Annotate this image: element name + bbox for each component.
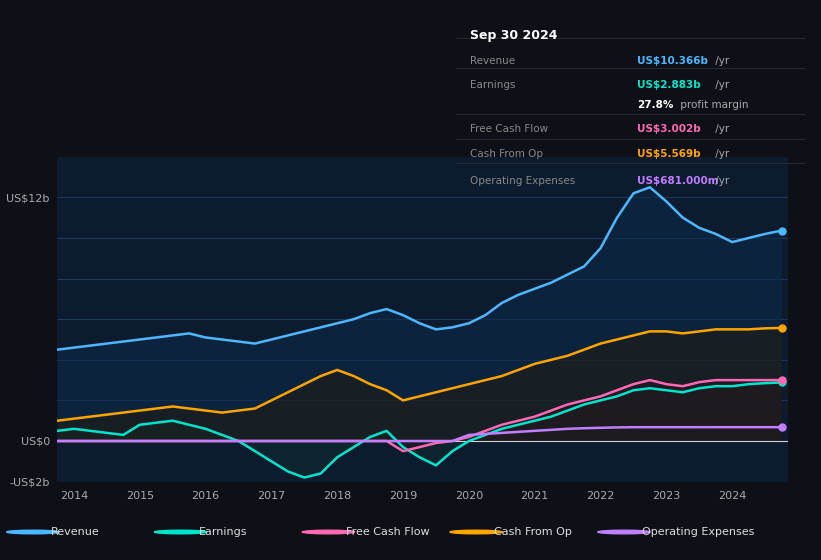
Text: US$10.366b: US$10.366b <box>637 55 708 66</box>
Text: US$2.883b: US$2.883b <box>637 80 701 90</box>
Text: /yr: /yr <box>712 124 729 134</box>
Text: Sep 30 2024: Sep 30 2024 <box>470 29 557 42</box>
Text: Cash From Op: Cash From Op <box>470 149 543 159</box>
Circle shape <box>598 530 650 534</box>
Text: Revenue: Revenue <box>51 527 99 537</box>
Text: Operating Expenses: Operating Expenses <box>470 176 575 185</box>
Circle shape <box>302 530 355 534</box>
Text: 27.8%: 27.8% <box>637 100 673 110</box>
Text: US$681.000m: US$681.000m <box>637 176 718 185</box>
Text: profit margin: profit margin <box>677 100 749 110</box>
Text: Operating Expenses: Operating Expenses <box>642 527 754 537</box>
Circle shape <box>7 530 59 534</box>
Text: Cash From Op: Cash From Op <box>494 527 572 537</box>
Text: /yr: /yr <box>712 149 729 159</box>
Text: US$5.569b: US$5.569b <box>637 149 700 159</box>
Text: Free Cash Flow: Free Cash Flow <box>346 527 430 537</box>
Text: /yr: /yr <box>712 176 729 185</box>
Text: Free Cash Flow: Free Cash Flow <box>470 124 548 134</box>
Circle shape <box>154 530 207 534</box>
Text: /yr: /yr <box>712 80 729 90</box>
Text: Earnings: Earnings <box>199 527 247 537</box>
Text: /yr: /yr <box>712 55 729 66</box>
Circle shape <box>450 530 502 534</box>
Text: Revenue: Revenue <box>470 55 515 66</box>
Text: US$3.002b: US$3.002b <box>637 124 701 134</box>
Text: Earnings: Earnings <box>470 80 515 90</box>
